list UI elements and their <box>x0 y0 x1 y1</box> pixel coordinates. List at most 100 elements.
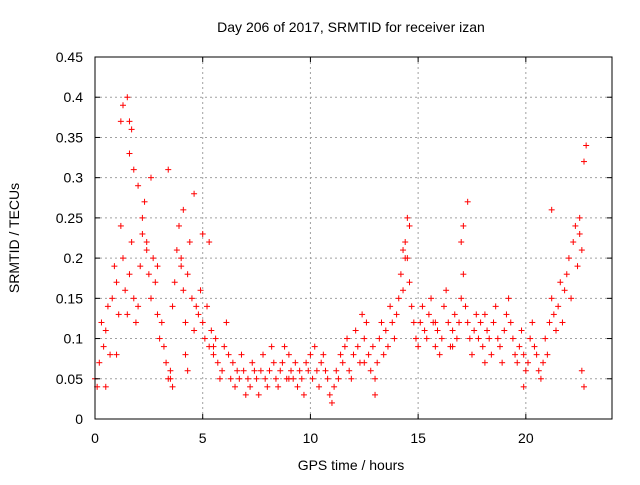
data-point <box>529 319 536 326</box>
data-point <box>178 255 185 262</box>
y-tick-label: 0.35 <box>56 129 83 145</box>
data-point <box>318 359 325 366</box>
data-point <box>460 222 467 229</box>
data-point <box>578 367 585 374</box>
data-point <box>527 335 534 342</box>
data-point <box>576 230 583 237</box>
data-point <box>561 287 568 294</box>
data-point <box>188 295 195 302</box>
data-point <box>520 351 527 358</box>
data-point <box>509 335 516 342</box>
data-point <box>445 319 452 326</box>
data-point <box>124 94 131 101</box>
data-point <box>130 166 137 173</box>
data-point <box>214 359 221 366</box>
data-point <box>389 319 396 326</box>
data-point <box>171 279 178 286</box>
data-point <box>309 375 316 382</box>
data-point <box>468 351 475 358</box>
data-point <box>160 343 167 350</box>
data-point <box>518 327 525 334</box>
data-point <box>139 230 146 237</box>
data-point <box>488 351 495 358</box>
data-point <box>428 295 435 302</box>
data-point <box>251 367 258 374</box>
y-tick-label: 0.15 <box>56 290 83 306</box>
data-point <box>555 303 562 310</box>
data-point <box>443 287 450 294</box>
data-point <box>395 295 402 302</box>
data-point <box>404 214 411 221</box>
data-point <box>346 367 353 374</box>
data-point <box>199 230 206 237</box>
tick-layer <box>94 56 612 420</box>
data-point <box>512 351 519 358</box>
data-point <box>501 327 508 334</box>
data-point <box>520 383 527 390</box>
data-point <box>117 118 124 125</box>
data-point <box>128 126 135 133</box>
data-point <box>180 206 187 213</box>
data-point <box>537 375 544 382</box>
data-point <box>303 359 310 366</box>
grid-layer <box>95 57 612 419</box>
data-point <box>132 319 139 326</box>
data-point <box>344 335 351 342</box>
data-point <box>393 311 400 318</box>
data-point <box>102 383 109 390</box>
y-tick-label: 0 <box>75 411 83 427</box>
data-point <box>154 311 161 318</box>
y-tick-label: 0.2 <box>64 250 84 266</box>
data-point <box>376 335 383 342</box>
data-point <box>326 391 333 398</box>
data-point <box>275 383 282 390</box>
data-point <box>572 222 579 229</box>
data-point <box>328 399 335 406</box>
data-point <box>292 359 299 366</box>
data-point <box>219 367 226 374</box>
data-point <box>335 375 342 382</box>
data-point <box>460 271 467 278</box>
data-point <box>363 319 370 326</box>
data-point <box>361 335 368 342</box>
data-point <box>408 303 415 310</box>
x-axis-label: GPS time / hours <box>298 457 405 473</box>
data-point <box>262 375 269 382</box>
data-point <box>421 327 428 334</box>
data-point <box>372 375 379 382</box>
data-point <box>167 375 174 382</box>
data-point <box>270 359 277 366</box>
data-point <box>415 343 422 350</box>
data-point <box>111 263 118 270</box>
data-point <box>210 351 217 358</box>
data-point <box>412 335 419 342</box>
data-point <box>201 335 208 342</box>
data-point <box>120 102 127 109</box>
data-point <box>531 343 538 350</box>
data-point <box>341 343 348 350</box>
data-point <box>277 367 284 374</box>
x-tick-label: 5 <box>199 430 207 446</box>
data-point <box>432 343 439 350</box>
data-point <box>440 303 447 310</box>
data-point <box>197 287 204 294</box>
data-point <box>113 351 120 358</box>
data-point <box>410 319 417 326</box>
data-point <box>400 247 407 254</box>
data-point <box>296 367 303 374</box>
data-point <box>382 327 389 334</box>
data-point <box>544 351 551 358</box>
data-point <box>102 327 109 334</box>
data-point <box>163 359 170 366</box>
data-point <box>285 351 292 358</box>
data-point <box>486 335 493 342</box>
data-point <box>552 327 559 334</box>
data-point <box>565 255 572 262</box>
data-point <box>285 375 292 382</box>
data-point <box>464 198 471 205</box>
data-point <box>348 375 355 382</box>
data-point <box>365 351 372 358</box>
data-point <box>150 255 157 262</box>
data-point <box>464 319 471 326</box>
data-point <box>212 335 219 342</box>
